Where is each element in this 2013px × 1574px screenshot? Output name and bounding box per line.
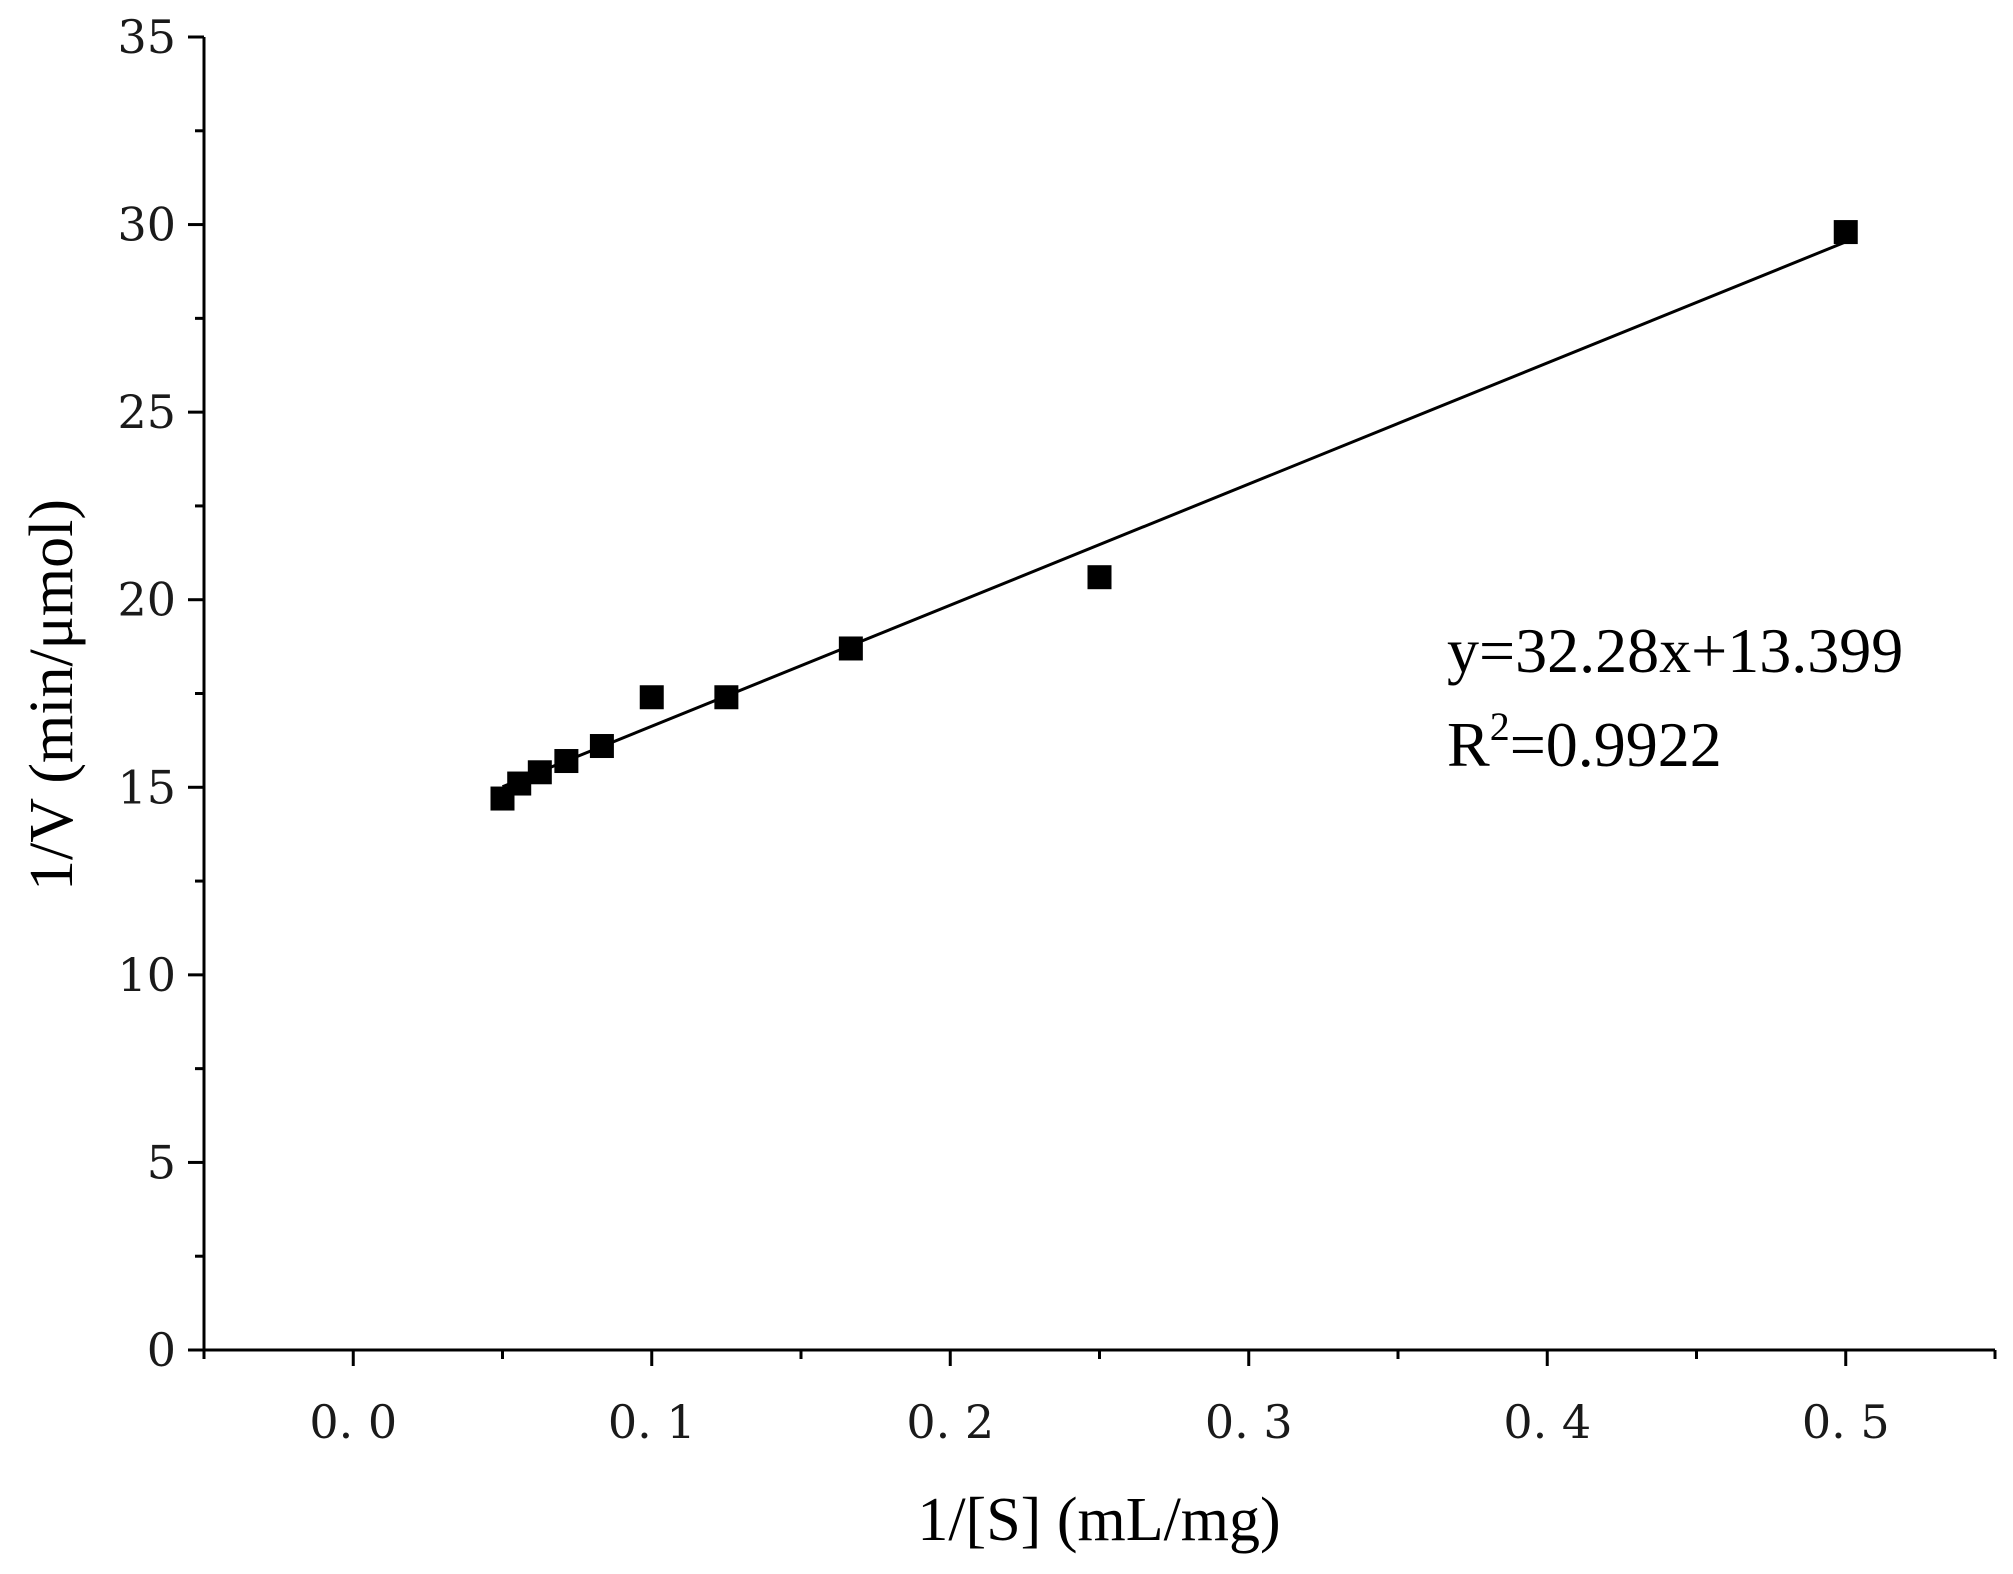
x-tick-label: 0. 3: [1205, 1395, 1293, 1449]
y-ticks: 0 5 10 15 20 25 30 35: [117, 10, 204, 1377]
y-axis-title: 1/V (min/μmol): [18, 499, 86, 891]
r-squared-prefix: R: [1447, 709, 1490, 780]
r-squared-value: =0.9922: [1510, 709, 1722, 780]
y-tick-label: 30: [117, 198, 176, 252]
data-point: [589, 734, 614, 759]
x-tick-label: 0. 5: [1802, 1395, 1890, 1449]
x-tick-label: 0. 4: [1503, 1395, 1591, 1449]
x-tick-label: 0. 0: [309, 1395, 397, 1449]
data-point: [838, 636, 863, 661]
data-point: [1087, 565, 1112, 590]
equation-label: y=32.28x+13.399: [1447, 615, 1903, 686]
y-tick-label: 5: [147, 1135, 176, 1189]
x-ticks: 0. 0 0. 1 0. 2 0. 3 0. 4 0. 5: [202, 1350, 1997, 1449]
y-tick-label: 15: [117, 760, 176, 814]
data-point: [507, 771, 532, 796]
axes: [202, 37, 1995, 1352]
fit-line: [501, 240, 1847, 789]
y-tick-label: 10: [117, 948, 176, 1002]
r-squared-label: R2=0.9922: [1447, 704, 1722, 780]
fit-line-group: [501, 240, 1847, 789]
x-tick-label: 0. 1: [608, 1395, 696, 1449]
y-tick-label: 35: [117, 10, 176, 64]
y-tick-label: 0: [147, 1323, 176, 1377]
data-point: [1833, 220, 1858, 245]
data-point: [527, 760, 552, 785]
x-tick-label: 0. 2: [906, 1395, 994, 1449]
y-tick-label: 25: [117, 385, 176, 439]
data-points: [490, 220, 1858, 811]
r-squared-superscript: 2: [1490, 704, 1510, 749]
y-tick-label: 20: [117, 573, 176, 627]
data-point: [554, 749, 579, 774]
data-point: [639, 685, 664, 710]
data-point: [714, 685, 739, 710]
x-axis-title: 1/[S] (mL/mg): [917, 1486, 1280, 1554]
